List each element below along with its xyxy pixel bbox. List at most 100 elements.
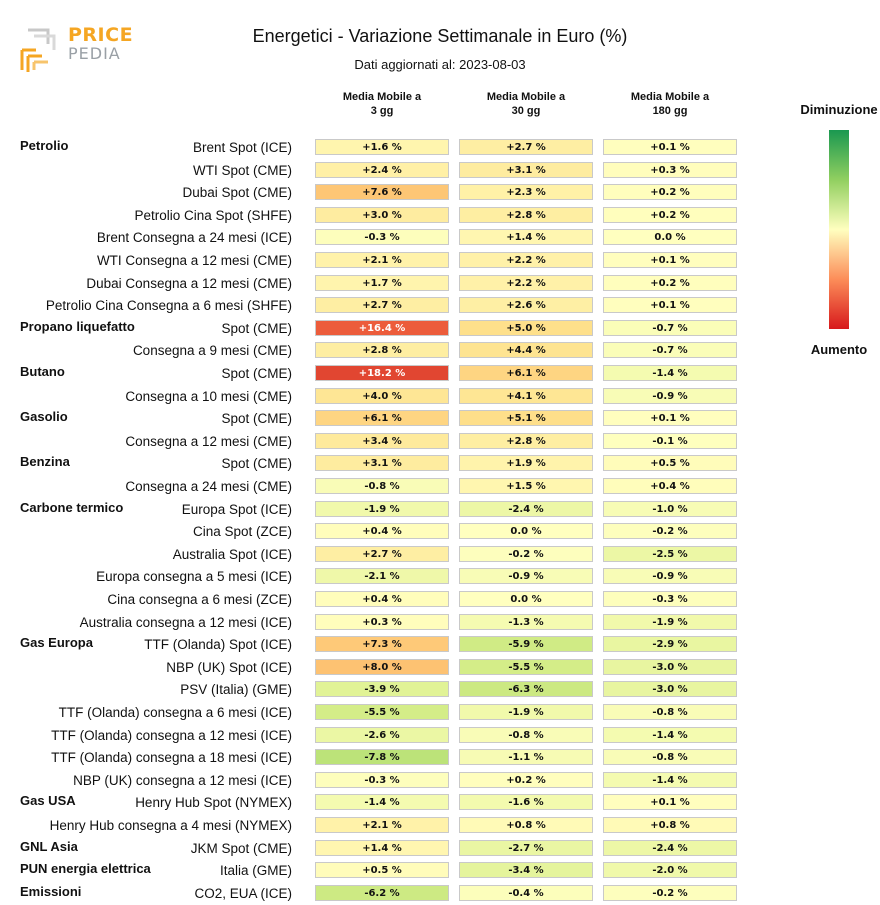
- group-label: Propano liquefatto: [20, 318, 135, 334]
- row-label: Consegna a 9 mesi (CME): [132, 343, 292, 359]
- heatmap-cell: +2.7 %: [459, 139, 593, 155]
- heatmap-cell: +2.4 %: [315, 161, 449, 178]
- heatmap-cell: -2.7 %: [459, 839, 593, 856]
- row-label: Italia (GME): [219, 863, 292, 879]
- heatmap-cell: +1.4 %: [315, 839, 449, 856]
- row-label: Petrolio Cina Spot (SHFE): [134, 207, 292, 223]
- group-label: Gas USA: [20, 793, 76, 809]
- legend-color-scale: [829, 130, 849, 329]
- row-label: WTI Spot (CME): [192, 162, 292, 178]
- row-label: NBP (UK) Spot (ICE): [166, 659, 292, 675]
- heatmap-cell: -1.0 %: [603, 500, 737, 517]
- heatmap-cell: -2.5 %: [603, 545, 737, 562]
- column-header-3gg: Media Mobile a 3 gg: [342, 91, 422, 117]
- legend-label-aumento: Aumento: [810, 342, 868, 357]
- row-label: TTF (Olanda) consegna a 18 mesi (ICE): [51, 750, 292, 766]
- heatmap-cell: -2.1 %: [315, 568, 449, 585]
- heatmap-cell: -0.3 %: [603, 591, 737, 607]
- column-header-180gg: Media Mobile a 180 gg: [630, 91, 710, 117]
- heatmap-cell: +2.1 %: [315, 252, 449, 268]
- heatmap-cell: +1.9 %: [459, 455, 593, 472]
- row-label: Consegna a 12 mesi (CME): [125, 433, 292, 449]
- heatmap-cell: +2.6 %: [459, 297, 593, 314]
- heatmap-cell: -0.4 %: [459, 884, 593, 901]
- heatmap-cell: -2.6 %: [315, 726, 449, 743]
- chart-subtitle: Dati aggiornati al: 2023-08-03: [354, 57, 526, 72]
- heatmap-cell: -0.8 %: [459, 726, 593, 743]
- heatmap-cell: -2.9 %: [603, 636, 737, 653]
- heatmap-cell: -0.9 %: [603, 387, 737, 404]
- heatmap-cell: +0.4 %: [315, 591, 449, 607]
- heatmap-cell: -3.4 %: [459, 862, 593, 879]
- heatmap-cell: +3.1 %: [459, 161, 593, 178]
- heatmap-cell: -0.3 %: [315, 229, 449, 246]
- heatmap-cell: +2.8 %: [459, 432, 593, 449]
- heatmap-cell: -1.9 %: [459, 704, 593, 720]
- row-label: Australia consegna a 12 mesi (ICE): [79, 614, 292, 630]
- column-header-30gg: Media Mobile a 30 gg: [486, 91, 566, 117]
- heatmap-cell: -1.4 %: [603, 365, 737, 381]
- row-label: WTI Consegna a 12 mesi (CME): [96, 253, 292, 268]
- heatmap-cell: -2.0 %: [603, 862, 737, 879]
- row-label: JKM Spot (CME): [190, 840, 292, 856]
- heatmap-cell: +18.2 %: [315, 365, 449, 381]
- heatmap-cell: +3.0 %: [315, 206, 449, 223]
- row-label: Dubai Spot (CME): [182, 185, 292, 201]
- row-label: Henry Hub consegna a 4 mesi (NYMEX): [49, 818, 292, 833]
- row-label: Cina consegna a 6 mesi (ZCE): [107, 592, 292, 607]
- heatmap-cell: -5.5 %: [459, 658, 593, 675]
- heatmap-cell: +0.1 %: [603, 794, 737, 811]
- heatmap-cell: -6.2 %: [315, 884, 449, 901]
- row-label: Cina Spot (ZCE): [192, 524, 292, 540]
- heatmap-cell: +5.1 %: [459, 410, 593, 427]
- row-label: Consegna a 10 mesi (CME): [125, 388, 292, 404]
- heatmap-cell: -0.2 %: [459, 545, 593, 562]
- heatmap-cell: +0.3 %: [603, 161, 737, 178]
- heatmap-cell: +0.1 %: [603, 252, 737, 268]
- heatmap-cell: -1.4 %: [315, 794, 449, 811]
- logo-word-pedia: PEDIA: [68, 44, 121, 63]
- heatmap-cell: -3.9 %: [315, 681, 449, 698]
- heatmap-cell: +0.1 %: [603, 139, 737, 155]
- heatmap-cell: -0.9 %: [603, 568, 737, 585]
- heatmap-cell: -1.1 %: [459, 749, 593, 766]
- heatmap-cell: +0.2 %: [603, 274, 737, 291]
- heatmap-cell: 0.0 %: [459, 591, 593, 607]
- heatmap-cell: +1.5 %: [459, 478, 593, 494]
- heatmap-cell: -1.4 %: [603, 726, 737, 743]
- heatmap-cell: +2.8 %: [459, 206, 593, 223]
- row-label: Spot (CME): [221, 320, 292, 336]
- heatmap-cell: -5.9 %: [459, 636, 593, 653]
- row-label: TTF (Olanda) consegna a 6 mesi (ICE): [58, 705, 292, 720]
- heatmap-cell: +16.4 %: [315, 319, 449, 336]
- row-label: Spot (CME): [221, 411, 292, 427]
- row-label: Consegna a 24 mesi (CME): [125, 479, 292, 494]
- row-label: Australia Spot (ICE): [172, 546, 292, 562]
- heatmap-cell: -1.4 %: [603, 771, 737, 788]
- heatmap-cell: -2.4 %: [603, 839, 737, 856]
- heatmap-cell: +7.3 %: [315, 636, 449, 653]
- heatmap-cell: +3.1 %: [315, 455, 449, 472]
- row-label: Spot (CME): [221, 456, 292, 472]
- heatmap-cell: +0.1 %: [603, 410, 737, 427]
- group-label: Emissioni: [20, 883, 82, 899]
- heatmap-cell: +2.8 %: [315, 342, 449, 359]
- heatmap-cell: +1.7 %: [315, 274, 449, 291]
- heatmap-cell: +3.4 %: [315, 432, 449, 449]
- heatmap-cell: -0.1 %: [603, 432, 737, 449]
- heatmap-cell: -1.9 %: [603, 613, 737, 630]
- heatmap-cell: -0.2 %: [603, 884, 737, 901]
- heatmap-cell: -0.3 %: [315, 771, 449, 788]
- heatmap-cell: +0.8 %: [459, 817, 593, 833]
- row-label: Brent Consegna a 24 mesi (ICE): [96, 230, 292, 246]
- heatmap-cell: -0.9 %: [459, 568, 593, 585]
- heatmap-cell: -2.4 %: [459, 500, 593, 517]
- heatmap-cell: -0.8 %: [603, 749, 737, 766]
- heatmap-cell: +5.0 %: [459, 319, 593, 336]
- row-label: TTF (Olanda) Spot (ICE): [144, 637, 292, 653]
- pricepedia-logo: PRICE PEDIA: [18, 22, 133, 74]
- group-label: Butano: [20, 364, 65, 379]
- row-label: Henry Hub Spot (NYMEX): [135, 795, 292, 811]
- heatmap-cell: +0.1 %: [603, 297, 737, 314]
- group-label: Petrolio: [20, 138, 69, 153]
